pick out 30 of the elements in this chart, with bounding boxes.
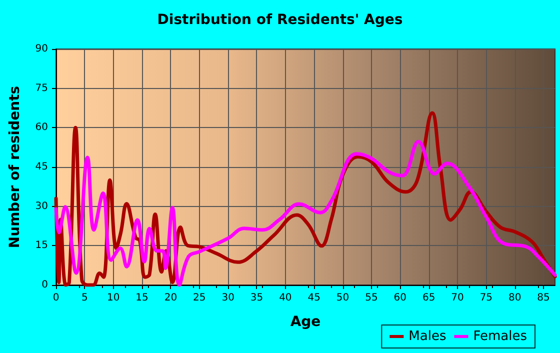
- x-tick-label: 50: [336, 292, 350, 304]
- y-tick-label: 0: [42, 280, 48, 290]
- x-axis-title: Age: [290, 314, 321, 330]
- x-tick-label: 15: [136, 292, 148, 304]
- legend-label: Males: [408, 329, 446, 344]
- x-tick-label: 85: [537, 292, 550, 304]
- y-axis-title: Number of residents: [7, 86, 23, 248]
- x-tick-label: 30: [222, 292, 234, 304]
- y-tick-label: 15: [35, 240, 48, 252]
- x-tick-label: 65: [422, 292, 436, 304]
- y-tick-label: 45: [35, 162, 48, 172]
- x-tick-label: 40: [279, 292, 292, 304]
- x-tick-label: 10: [106, 292, 120, 304]
- y-tick-label: 75: [35, 82, 48, 94]
- x-tick-label: 80: [508, 292, 522, 304]
- x-tick-label: 20: [164, 292, 178, 304]
- x-tick-label: 55: [365, 292, 378, 304]
- y-tick-label: 60: [35, 122, 48, 134]
- x-tick-label: 75: [480, 292, 493, 304]
- x-tick-label: 35: [250, 292, 264, 304]
- y-tick-label: 90: [35, 44, 48, 54]
- y-tick-label: 30: [35, 200, 48, 212]
- legend-label: Females: [473, 329, 528, 344]
- x-tick-label: 45: [308, 292, 320, 304]
- chart-title: Distribution of Residents' Ages: [157, 12, 403, 28]
- x-tick-label: 60: [394, 292, 407, 304]
- x-tick-label: 25: [193, 292, 206, 304]
- x-tick-label: 70: [451, 292, 464, 304]
- x-tick-label: 0: [52, 292, 60, 304]
- x-tick-label: 5: [81, 292, 88, 304]
